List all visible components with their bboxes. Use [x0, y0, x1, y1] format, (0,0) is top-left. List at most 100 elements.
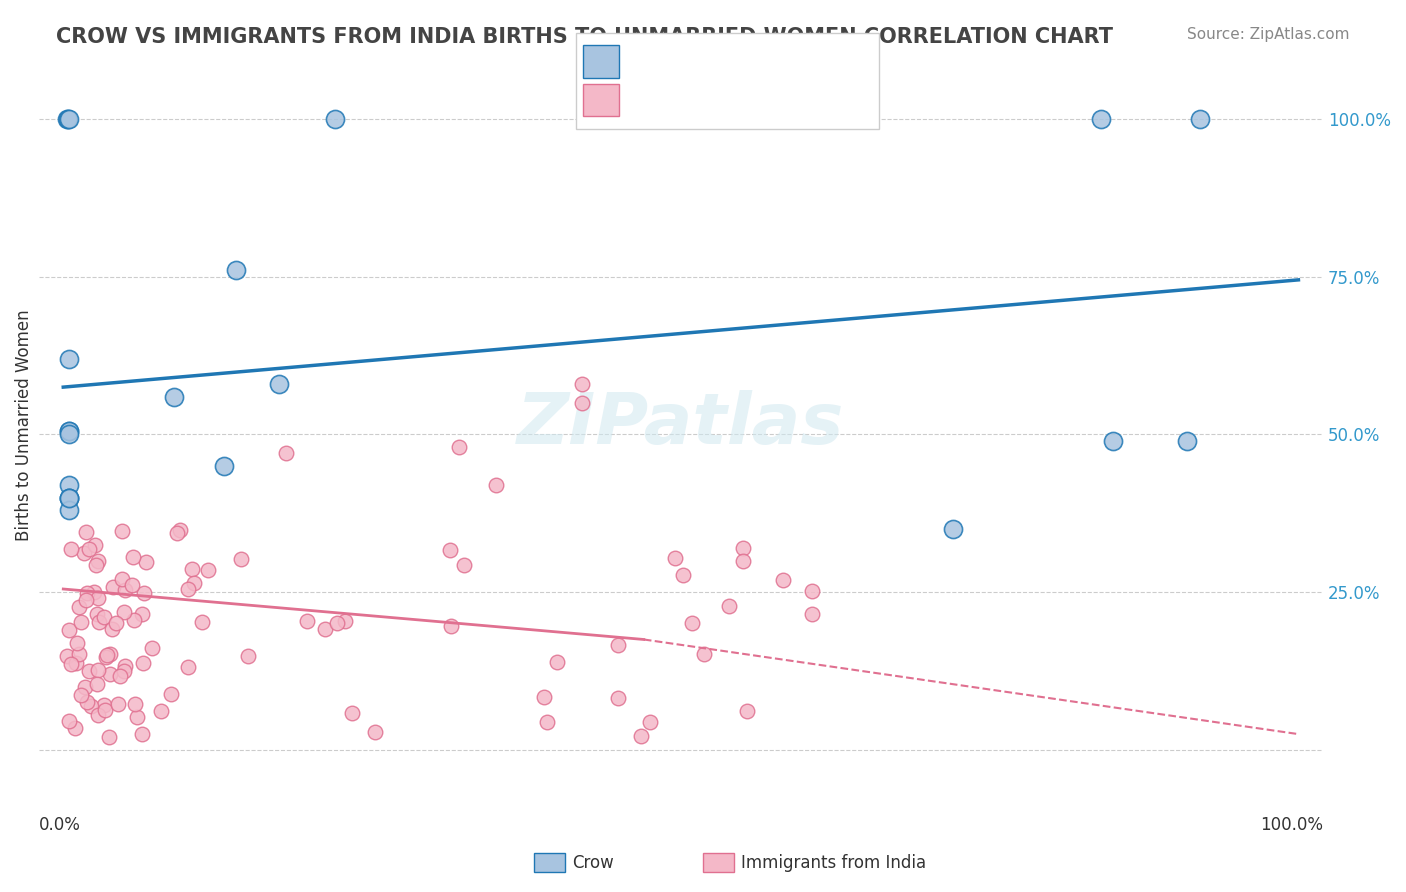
Point — [76, 586, 98, 600]
Point — [606, 638, 628, 652]
Point — [58, 425, 80, 439]
Point — [125, 710, 148, 724]
Point — [274, 446, 297, 460]
Point — [236, 648, 259, 663]
Point — [801, 607, 824, 621]
Point — [1175, 434, 1198, 448]
Point — [73, 546, 96, 560]
Point — [314, 622, 336, 636]
Text: N =: N = — [707, 43, 759, 61]
Point — [681, 615, 703, 630]
Text: 0.0%: 0.0% — [38, 815, 80, 834]
Point — [801, 584, 824, 599]
Point — [77, 664, 100, 678]
Point — [75, 525, 97, 540]
Point — [86, 554, 108, 568]
Point — [176, 659, 198, 673]
Point — [58, 624, 80, 638]
Point — [114, 658, 136, 673]
Text: 22: 22 — [749, 43, 775, 61]
Point — [58, 112, 80, 126]
Text: CROW VS IMMIGRANTS FROM INDIA BIRTHS TO UNMARRIED WOMEN CORRELATION CHART: CROW VS IMMIGRANTS FROM INDIA BIRTHS TO … — [56, 27, 1114, 46]
Point — [93, 609, 115, 624]
Point — [87, 708, 110, 723]
Point — [693, 647, 716, 661]
Point — [231, 552, 253, 566]
Point — [180, 562, 202, 576]
Point — [58, 351, 80, 366]
Point — [58, 491, 80, 505]
Point — [177, 582, 200, 597]
Point — [87, 591, 110, 606]
Point — [183, 575, 205, 590]
Point — [439, 542, 461, 557]
Point — [73, 680, 96, 694]
Point — [69, 688, 91, 702]
Text: Crow: Crow — [572, 854, 614, 871]
Point — [110, 572, 132, 586]
Point — [638, 714, 661, 729]
Point — [536, 714, 558, 729]
Text: 100.0%: 100.0% — [1260, 815, 1323, 834]
Point — [83, 538, 105, 552]
Point — [58, 425, 80, 439]
Point — [112, 605, 135, 619]
Point — [163, 390, 186, 404]
Point — [453, 558, 475, 572]
Point — [571, 396, 593, 410]
Point — [160, 687, 183, 701]
Point — [56, 112, 79, 126]
Point — [114, 583, 136, 598]
Point — [135, 555, 157, 569]
Point — [197, 563, 219, 577]
Point — [297, 615, 319, 629]
Point — [340, 706, 363, 720]
Point — [440, 619, 463, 633]
Text: N =: N = — [714, 82, 766, 100]
Text: ZIPatlas: ZIPatlas — [517, 391, 845, 459]
Point — [269, 376, 291, 391]
Text: 98: 98 — [749, 82, 775, 100]
Point — [93, 698, 115, 713]
Point — [672, 568, 695, 582]
Point — [58, 491, 80, 505]
Point — [326, 616, 349, 631]
Point — [169, 523, 191, 537]
Point — [86, 558, 108, 572]
Point — [942, 522, 965, 536]
Point — [225, 263, 247, 277]
Point — [731, 541, 754, 555]
Point — [112, 665, 135, 679]
Point — [364, 724, 387, 739]
Text: -0.122: -0.122 — [661, 82, 725, 100]
Point — [124, 697, 146, 711]
Point — [132, 656, 155, 670]
Point — [166, 525, 188, 540]
Point — [75, 592, 97, 607]
Point — [110, 669, 132, 683]
Point — [664, 550, 686, 565]
Point — [731, 553, 754, 567]
Point — [546, 655, 568, 669]
Point — [132, 586, 155, 600]
Point — [70, 615, 93, 630]
Point — [67, 599, 90, 614]
Point — [83, 585, 105, 599]
Point — [58, 503, 80, 517]
Point — [1188, 112, 1211, 126]
Point — [484, 478, 506, 492]
Point — [86, 663, 108, 677]
Point — [323, 112, 346, 126]
Text: R =: R = — [628, 43, 668, 61]
Point — [58, 478, 80, 492]
Point — [101, 580, 124, 594]
Point — [190, 615, 212, 629]
Point — [121, 549, 143, 564]
Text: R =: R = — [628, 82, 668, 100]
Point — [58, 714, 80, 728]
Point — [67, 647, 90, 661]
Point — [333, 614, 356, 628]
Point — [97, 730, 120, 744]
Point — [533, 690, 555, 704]
Point — [571, 376, 593, 391]
